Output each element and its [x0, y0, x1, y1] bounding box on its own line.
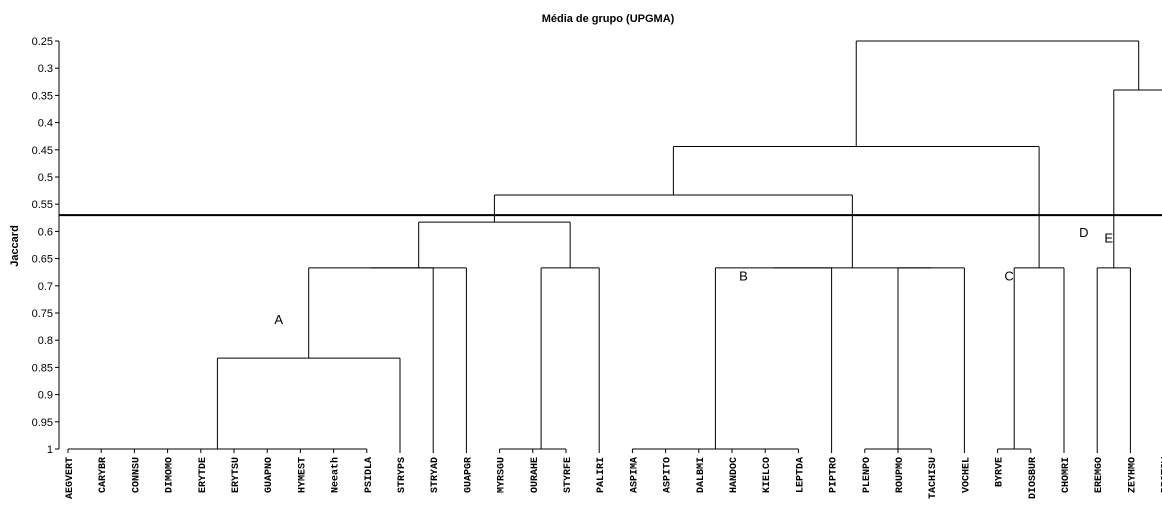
leaf-label: ZEYHMO	[1127, 457, 1138, 493]
leaf-label: AEGVERT	[65, 457, 76, 499]
leaf-label: KIELCO	[762, 457, 773, 493]
y-tick-label: 0.7	[38, 281, 53, 293]
y-tick-label: 0.55	[32, 199, 53, 211]
y-tick-label: 0.6	[38, 226, 53, 238]
leaf-label: OURAHE	[530, 457, 541, 493]
leaf-label: PROTSW	[1161, 457, 1162, 493]
leaf-label: STYRFE	[563, 457, 574, 493]
y-axis-label: Jaccard	[9, 225, 21, 267]
y-tick-label: 0.8	[38, 335, 53, 347]
leaf-label: STRYPS	[397, 457, 408, 493]
leaf-label: PLENPO	[862, 457, 873, 493]
y-tick-label: 0.25	[32, 36, 53, 48]
y-tick-label: 0.4	[38, 118, 53, 130]
leaf-label: HYMEST	[297, 457, 308, 493]
y-tick-label: 0.35	[32, 90, 53, 102]
y-tick-label: 0.9	[38, 390, 53, 402]
leaf-label: ERYTDE	[198, 457, 209, 493]
cluster-label: C	[1004, 268, 1013, 283]
y-tick-label: 1	[47, 444, 53, 456]
leaf-label: ROUPMO	[895, 457, 906, 493]
leaf-label: PALIRI	[596, 457, 607, 493]
leaf-label: PSIDLA	[364, 457, 375, 493]
y-tick-label: 0.65	[32, 254, 53, 266]
leaf-label: PIPTRO	[829, 457, 840, 493]
cluster-annotations: A B C D E	[274, 225, 1113, 327]
leaf-label: EREMGO	[1094, 457, 1105, 493]
leaf-label: ASPITO	[663, 457, 674, 493]
leaf-label: ASPIMA	[629, 457, 640, 493]
leaf-label: ERYTSU	[231, 457, 242, 493]
leaf-label: BYRVE	[995, 457, 1006, 487]
leaf-label: DALBMI	[696, 457, 707, 493]
leaf-label: GUAPNO	[264, 457, 275, 493]
leaf-label: CONNSU	[131, 457, 142, 493]
y-tick-label: 0.95	[32, 417, 53, 429]
leaf-label: MYRSGU	[497, 457, 508, 493]
leaf-label: DIOSBUR	[1028, 457, 1039, 499]
y-tick-label: 0.5	[38, 172, 53, 184]
leaf-label: DIMOMO	[165, 457, 176, 493]
leaf-label: Neeath	[330, 457, 342, 493]
cluster-label: B	[739, 268, 748, 283]
y-tick-label: 0.85	[32, 362, 53, 374]
cluster-label: E	[1104, 230, 1113, 245]
y-tick-label: 0.45	[32, 145, 53, 157]
y-axis: 0.25 0.3 0.35 0.4 0.45 0.5 0.55 0.6 0.65 0.7 0.75 0…	[32, 36, 60, 456]
y-tick-label: 0.75	[32, 308, 53, 320]
dendrogram-links	[68, 40, 1162, 450]
cluster-label: A	[274, 312, 283, 327]
leaf-label: CHOMRI	[1061, 457, 1072, 493]
leaf-label: CARYBR	[98, 457, 109, 493]
leaf-label: STRYAD	[430, 457, 441, 493]
chart-title: Média de grupo (UPGMA)	[542, 13, 675, 25]
leaf-label: LEPTDA	[795, 457, 806, 493]
leaf-labels: AEGVERT CARYBR CONNSU DIMOMO ERYTDE ERYTSU GUA…	[65, 449, 1162, 499]
leaf-label: HANDOC	[729, 457, 740, 493]
y-tick-label: 0.3	[38, 63, 53, 75]
leaf-label: GUAPGR	[463, 457, 474, 493]
leaf-label: VOCHEL	[961, 457, 972, 493]
cluster-label: D	[1079, 225, 1088, 240]
leaf-label: TACHISU	[928, 457, 939, 499]
